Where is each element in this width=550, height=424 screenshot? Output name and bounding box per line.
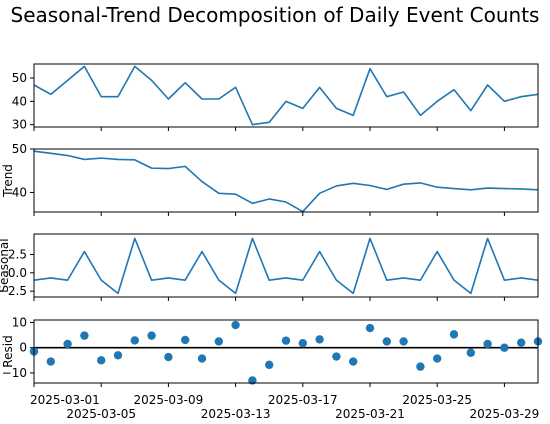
resid-point bbox=[500, 343, 509, 352]
panel-frame bbox=[33, 63, 539, 128]
y-axis-label: Resid bbox=[1, 335, 15, 367]
x-tick-label: 2025-03-25 bbox=[402, 393, 472, 407]
resid-point bbox=[399, 337, 408, 346]
y-tick-label: 50 bbox=[12, 142, 27, 156]
y-tick-label: −2.5 bbox=[0, 284, 27, 298]
x-tick-label: 2025-03-21 bbox=[335, 407, 405, 421]
resid-point bbox=[298, 338, 307, 348]
y-tick-label: 0 bbox=[19, 341, 27, 355]
y-tick-label: 50 bbox=[12, 71, 27, 85]
resid-point bbox=[365, 323, 375, 333]
resid-point bbox=[265, 360, 274, 370]
resid-point bbox=[46, 357, 55, 366]
x-tick-label: 2025-03-09 bbox=[134, 393, 204, 407]
resid-point bbox=[197, 354, 207, 363]
x-axis: 2025-03-012025-03-052025-03-092025-03-13… bbox=[30, 393, 539, 421]
resid-point bbox=[483, 339, 492, 349]
series-line-0 bbox=[33, 65, 539, 126]
resid-point bbox=[281, 336, 291, 345]
resid-point bbox=[449, 330, 459, 339]
panel-3: −10 0 10 Resid bbox=[1, 316, 543, 387]
resid-point bbox=[97, 356, 106, 365]
y-axis-label: Seasonal bbox=[0, 238, 11, 292]
resid-point bbox=[214, 337, 223, 346]
y-tick-label: 0.0 bbox=[8, 266, 27, 280]
y-tick-label: 2.5 bbox=[8, 248, 27, 262]
chart-title: Seasonal-Trend Decomposition of Daily Ev… bbox=[11, 3, 540, 27]
resid-point bbox=[130, 336, 139, 345]
y-tick-label: 30 bbox=[12, 118, 27, 132]
panel-1: 40 50 Trend bbox=[1, 142, 539, 216]
resid-point bbox=[315, 335, 324, 344]
resid-point bbox=[466, 348, 475, 357]
x-tick-label: 2025-03-13 bbox=[201, 407, 271, 421]
y-axis-label: Trend bbox=[1, 164, 15, 198]
x-tick-label: 2025-03-05 bbox=[66, 407, 136, 421]
series-line-1 bbox=[33, 150, 539, 213]
x-tick-label: 2025-03-17 bbox=[268, 393, 338, 407]
resid-point bbox=[80, 331, 89, 340]
resid-point bbox=[332, 352, 341, 361]
resid-point bbox=[164, 352, 173, 362]
y-tick-label: −10 bbox=[2, 366, 27, 380]
resid-point bbox=[231, 320, 240, 330]
panel-frame bbox=[33, 319, 539, 384]
series-line-2 bbox=[33, 237, 539, 295]
resid-point bbox=[382, 337, 391, 346]
resid-point bbox=[433, 354, 442, 363]
y-tick-label: 40 bbox=[12, 94, 27, 108]
resid-point bbox=[416, 362, 425, 371]
resid-point bbox=[517, 338, 526, 347]
resid-point bbox=[63, 339, 72, 349]
x-tick-label: 2025-03-01 bbox=[30, 393, 100, 407]
resid-point bbox=[113, 351, 123, 360]
panel-frame bbox=[33, 148, 539, 213]
y-tick-label: 10 bbox=[12, 316, 27, 330]
panel-frame bbox=[33, 233, 539, 298]
x-tick-label: 2025-03-29 bbox=[470, 407, 540, 421]
resid-point bbox=[349, 357, 358, 366]
y-tick-label: 40 bbox=[12, 185, 27, 199]
resid-point bbox=[181, 335, 190, 345]
panel-0: 30 40 50 bbox=[12, 63, 539, 132]
resid-point bbox=[147, 331, 156, 340]
